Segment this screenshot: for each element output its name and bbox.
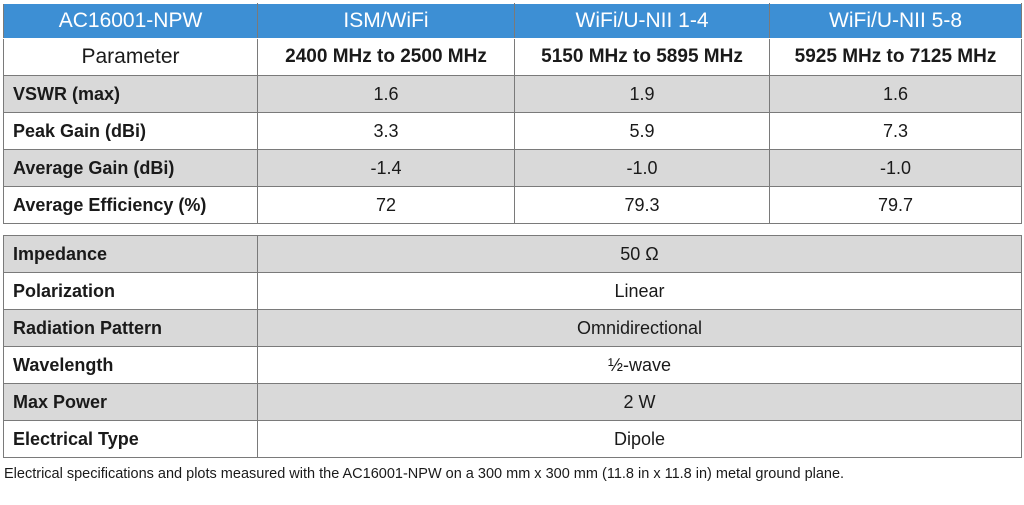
band-header-ism: ISM/WiFi: [257, 3, 515, 39]
row-label: Max Power: [3, 383, 258, 421]
model-header: AC16001-NPW: [3, 3, 258, 39]
table-row: Polarization Linear: [3, 272, 1022, 310]
cell-value: 1.9: [514, 75, 770, 113]
row-label: Wavelength: [3, 346, 258, 384]
row-label: Electrical Type: [3, 420, 258, 458]
row-label: VSWR (max): [3, 75, 258, 113]
cell-value: 3.3: [257, 112, 515, 150]
footnote: Electrical specifications and plots meas…: [4, 466, 845, 482]
row-label: Radiation Pattern: [3, 309, 258, 347]
row-label: Average Gain (dBi): [3, 149, 258, 187]
cell-value: Dipole: [257, 420, 1022, 458]
cell-value: -1.0: [769, 149, 1022, 187]
band-spec-table: AC16001-NPW ISM/WiFi WiFi/U-NII 1-4 WiFi…: [3, 3, 1022, 224]
header-row: AC16001-NPW ISM/WiFi WiFi/U-NII 1-4 WiFi…: [3, 3, 1022, 39]
table-row: Wavelength ½-wave: [3, 346, 1022, 384]
cell-value: 5.9: [514, 112, 770, 150]
parameter-header: Parameter: [3, 38, 258, 76]
cell-value: -1.4: [257, 149, 515, 187]
table-row: Average Gain (dBi) -1.4 -1.0 -1.0: [3, 149, 1022, 187]
table-row: VSWR (max) 1.6 1.9 1.6: [3, 75, 1022, 113]
band-header-unii-1-4: WiFi/U-NII 1-4: [514, 3, 770, 39]
cell-value: ½-wave: [257, 346, 1022, 384]
table-row: Impedance 50 Ω: [3, 235, 1022, 273]
cell-value: 7.3: [769, 112, 1022, 150]
cell-value: Linear: [257, 272, 1022, 310]
common-spec-table: Impedance 50 Ω Polarization Linear Radia…: [3, 235, 1022, 458]
cell-value: 1.6: [769, 75, 1022, 113]
row-label: Impedance: [3, 235, 258, 273]
table-row: Peak Gain (dBi) 3.3 5.9 7.3: [3, 112, 1022, 150]
row-label: Average Efficiency (%): [3, 186, 258, 224]
row-label: Peak Gain (dBi): [3, 112, 258, 150]
cell-value: Omnidirectional: [257, 309, 1022, 347]
table-row: Average Efficiency (%) 72 79.3 79.7: [3, 186, 1022, 224]
subheader-row: Parameter 2400 MHz to 2500 MHz 5150 MHz …: [3, 38, 1022, 76]
table-row: Radiation Pattern Omnidirectional: [3, 309, 1022, 347]
cell-value: -1.0: [514, 149, 770, 187]
table-row: Max Power 2 W: [3, 383, 1022, 421]
cell-value: 2 W: [257, 383, 1022, 421]
cell-value: 79.7: [769, 186, 1022, 224]
table-row: Electrical Type Dipole: [3, 420, 1022, 458]
cell-value: 1.6: [257, 75, 515, 113]
range-header-ism: 2400 MHz to 2500 MHz: [257, 38, 515, 76]
range-header-unii-1-4: 5150 MHz to 5895 MHz: [514, 38, 770, 76]
row-label: Polarization: [3, 272, 258, 310]
cell-value: 72: [257, 186, 515, 224]
cell-value: 50 Ω: [257, 235, 1022, 273]
band-header-unii-5-8: WiFi/U-NII 5-8: [769, 3, 1022, 39]
cell-value: 79.3: [514, 186, 770, 224]
range-header-unii-5-8: 5925 MHz to 7125 MHz: [769, 38, 1022, 76]
